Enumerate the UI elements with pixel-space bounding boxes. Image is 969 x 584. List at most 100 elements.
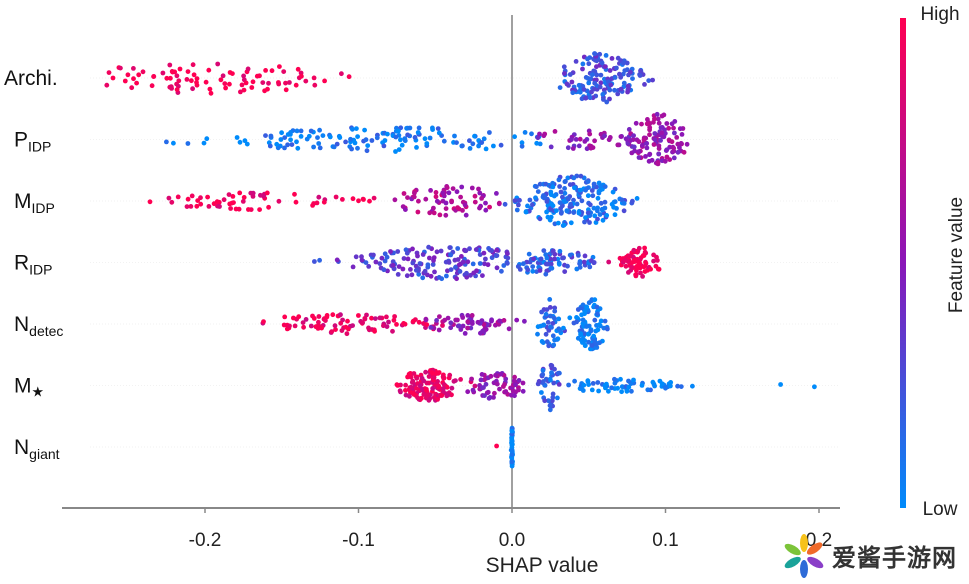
shap-point: [260, 80, 266, 85]
shap-point: [131, 76, 136, 82]
shap-point: [445, 392, 451, 398]
shap-point: [556, 316, 562, 322]
shap-point: [332, 323, 338, 329]
shap-point: [538, 256, 544, 262]
shap-point: [322, 78, 327, 84]
shap-point: [564, 81, 570, 87]
shap-point: [671, 155, 677, 161]
shap-point: [242, 138, 248, 144]
feature-label: RIDP: [14, 252, 53, 278]
shap-point: [476, 143, 481, 149]
shap-point: [434, 318, 439, 323]
shap-point: [246, 207, 251, 212]
shap-point: [185, 69, 191, 74]
shap-point: [587, 264, 593, 270]
shap-point: [595, 327, 601, 333]
shap-point: [541, 193, 546, 198]
shap-point: [650, 379, 656, 385]
shap-point: [455, 257, 461, 262]
shap-point: [479, 196, 484, 201]
shap-point: [581, 382, 587, 388]
shap-point: [269, 68, 275, 74]
shap-point: [295, 145, 301, 151]
shap-point: [403, 207, 408, 213]
shap-point: [343, 139, 348, 145]
colorbar-high-label: High: [920, 4, 959, 25]
shap-point: [678, 141, 684, 146]
shap-point: [511, 378, 517, 384]
shap-point: [548, 324, 553, 330]
shap-point: [527, 197, 533, 203]
shap-point: [573, 59, 579, 64]
shap-point: [391, 266, 397, 272]
shap-point: [611, 204, 616, 210]
shap-point: [555, 370, 561, 376]
shap-point: [638, 68, 643, 74]
shap-point: [628, 69, 633, 75]
shap-point: [516, 202, 521, 208]
shap-point: [476, 186, 481, 192]
shap-point: [462, 331, 468, 336]
shap-point: [481, 136, 487, 142]
shap-point: [311, 201, 317, 206]
shap-point: [562, 269, 568, 274]
shap-point: [426, 244, 431, 250]
shap-point: [334, 257, 340, 263]
shap-point: [612, 380, 618, 386]
shap-point: [285, 142, 290, 148]
shap-point: [621, 208, 627, 214]
shap-point: [350, 126, 355, 132]
shap-point: [410, 246, 415, 252]
shap-point: [543, 331, 549, 337]
shap-point: [201, 140, 207, 146]
shap-point: [447, 245, 453, 251]
shap-point: [646, 158, 652, 164]
shap-point: [462, 202, 468, 208]
shap-point: [493, 372, 498, 378]
shap-point: [587, 202, 593, 208]
shap-point: [562, 190, 568, 196]
shap-point: [658, 125, 664, 130]
shap-point: [410, 318, 416, 324]
shap-point: [465, 319, 471, 325]
shap-point: [651, 258, 656, 264]
shap-point: [543, 271, 549, 277]
shap-point: [258, 192, 263, 198]
shap-point: [628, 138, 633, 143]
shap-point: [626, 126, 632, 132]
shap-point: [560, 194, 565, 200]
shap-point: [675, 149, 681, 155]
shap-point: [431, 375, 437, 380]
shap-point: [643, 261, 649, 266]
shap-point: [391, 317, 397, 323]
shap-point: [386, 319, 391, 325]
shap-point: [598, 183, 603, 189]
shap-point: [570, 146, 576, 151]
shap-point: [614, 65, 619, 71]
shap-point: [477, 261, 483, 266]
shap-point: [344, 331, 350, 337]
shap-point: [454, 276, 459, 282]
shap-point: [324, 314, 330, 320]
shap-point: [534, 184, 539, 190]
shap-point: [491, 143, 496, 149]
shap-point: [548, 144, 554, 150]
shap-point: [653, 137, 658, 143]
shap-point: [419, 395, 424, 401]
shap-point: [631, 247, 637, 253]
shap-point: [374, 135, 380, 141]
shap-point: [556, 382, 562, 387]
shap-point: [587, 220, 592, 225]
shap-point: [501, 384, 506, 389]
shap-point: [371, 195, 377, 201]
shap-point: [412, 190, 417, 196]
shap-point: [230, 194, 236, 199]
shap-point: [573, 137, 579, 142]
shap-point: [607, 96, 612, 102]
shap-point: [267, 143, 273, 149]
shap-point: [441, 375, 446, 381]
shap-point: [661, 112, 667, 118]
shap-point: [381, 323, 386, 329]
shap-point: [597, 84, 603, 90]
shap-point: [612, 87, 617, 93]
